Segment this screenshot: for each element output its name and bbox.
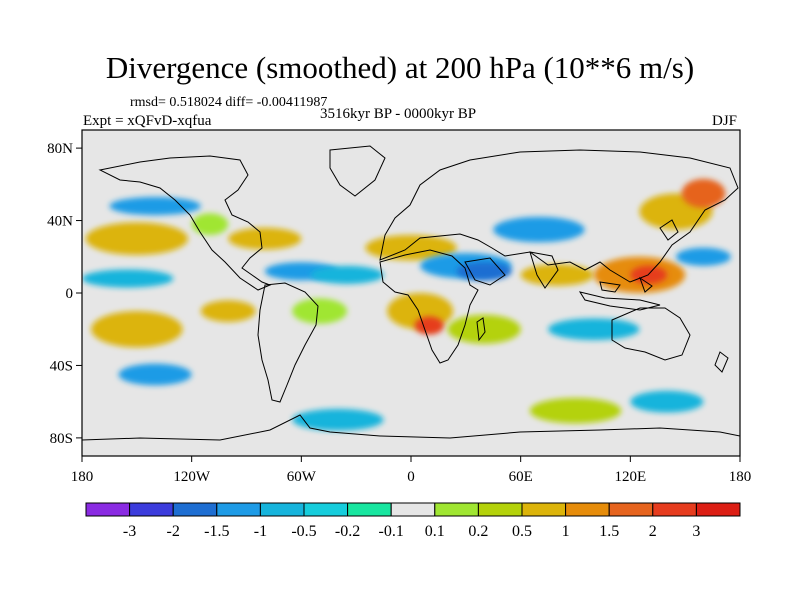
experiment-label: Expt = xQFvD-xqfua — [83, 113, 212, 129]
colorbar-label: 3 — [692, 523, 700, 540]
anomaly-region — [292, 298, 348, 324]
colorbar-label: -3 — [123, 523, 136, 540]
lat-tick-label: 40S — [50, 358, 73, 374]
coastline-greenland — [329, 145, 386, 197]
colorbar-label: 0.2 — [468, 523, 488, 540]
anomaly-region — [82, 269, 174, 288]
anomaly-region — [365, 235, 457, 261]
colorbar-label: -1 — [254, 523, 267, 540]
anomaly-region — [414, 316, 444, 335]
anomaly-region — [493, 216, 585, 243]
map-background — [82, 130, 740, 456]
anomaly-region — [200, 300, 256, 322]
coastline-india — [529, 251, 559, 289]
anomaly-region — [85, 222, 189, 255]
colorbar-label: 1 — [562, 523, 570, 540]
anomaly-region — [548, 318, 640, 341]
colorbar-label: -0.2 — [335, 523, 360, 540]
colorbar-swatch — [565, 502, 610, 517]
anomaly-region — [91, 311, 183, 348]
anomaly-region — [676, 247, 731, 266]
colorbar-swatch — [303, 502, 349, 517]
lon-tick-label: 180 — [71, 469, 94, 485]
colorbar: -3 -2 -1.5 -1 -0.5 -0.2 -0.1 0.1 0.2 0.5 1 1.5 2 3 — [85, 502, 741, 540]
lat-tick-label: 80N — [47, 141, 73, 157]
anomaly-region — [109, 197, 201, 216]
anomaly-region — [520, 264, 594, 286]
contour-fill-layer — [82, 178, 731, 431]
lon-tick-label: 60E — [509, 469, 533, 485]
period-label: 3516kyr BP - 0000kyr BP — [320, 106, 477, 122]
colorbar-swatch — [347, 502, 392, 517]
coastline-new-zealand — [714, 351, 729, 373]
colorbar-swatch — [129, 502, 174, 517]
coastline-south-america — [257, 282, 319, 403]
stats-line: rmsd= 0.518024 diff= -0.00411987 — [130, 95, 328, 110]
anomaly-region — [191, 213, 229, 236]
lon-tick-label: 0 — [407, 469, 415, 485]
colorbar-label: -1.5 — [204, 523, 229, 540]
lat-tick-label: 40N — [47, 214, 73, 230]
lon-tick-label: 120W — [173, 469, 211, 485]
anomaly-region — [456, 262, 512, 281]
coastline-north-america — [98, 155, 272, 291]
colorbar-swatch — [85, 502, 131, 517]
colorbar-swatch — [521, 502, 567, 517]
coastline-japan — [659, 219, 679, 241]
colorbar-label: -2 — [167, 523, 180, 540]
longitude-axis: 180 120W 60W 0 60E 120E 180 — [71, 456, 752, 485]
colorbar-swatch — [216, 502, 261, 517]
anomaly-region — [228, 227, 302, 250]
colorbar-swatch — [477, 502, 523, 517]
colorbar-swatch — [652, 502, 697, 517]
colorbar-label: 2 — [649, 523, 657, 540]
anomaly-region — [292, 408, 384, 431]
coastline-australia — [611, 307, 691, 361]
colorbar-swatch — [172, 502, 218, 517]
coastline-eurasia — [379, 149, 739, 283]
anomaly-region — [310, 265, 384, 284]
lon-tick-label: 180 — [729, 469, 752, 485]
coastline-arabia — [464, 257, 506, 286]
coastline-africa — [379, 249, 479, 364]
anomaly-region — [630, 390, 704, 413]
coastline-antarctica — [82, 414, 740, 441]
colorbar-swatch — [434, 502, 479, 517]
colorbar-label: 0.5 — [512, 523, 532, 540]
colorbar-swatch — [259, 502, 305, 517]
coastline-madagascar — [476, 317, 486, 342]
lon-tick-label: 120E — [614, 469, 646, 485]
colorbar-swatch — [608, 502, 654, 517]
coastlines — [82, 145, 740, 441]
anomaly-region — [681, 178, 726, 208]
anomaly-region — [118, 363, 192, 386]
lat-tick-label: 80S — [50, 431, 73, 447]
colorbar-label: -0.5 — [291, 523, 316, 540]
anomaly-region — [529, 398, 622, 424]
colorbar-label: 1.5 — [599, 523, 619, 540]
latitude-axis: 80N 40N 0 40S 80S — [47, 141, 82, 447]
colorbar-label: -0.1 — [379, 523, 404, 540]
lat-tick-label: 0 — [66, 286, 74, 302]
lon-tick-label: 60W — [287, 469, 317, 485]
colorbar-label: 0.1 — [425, 523, 445, 540]
colorbar-swatch — [695, 502, 741, 517]
season-label: DJF — [712, 113, 738, 129]
plot-title: Divergence (smoothed) at 200 hPa (10**6 … — [105, 50, 695, 85]
colorbar-swatch — [390, 502, 436, 517]
